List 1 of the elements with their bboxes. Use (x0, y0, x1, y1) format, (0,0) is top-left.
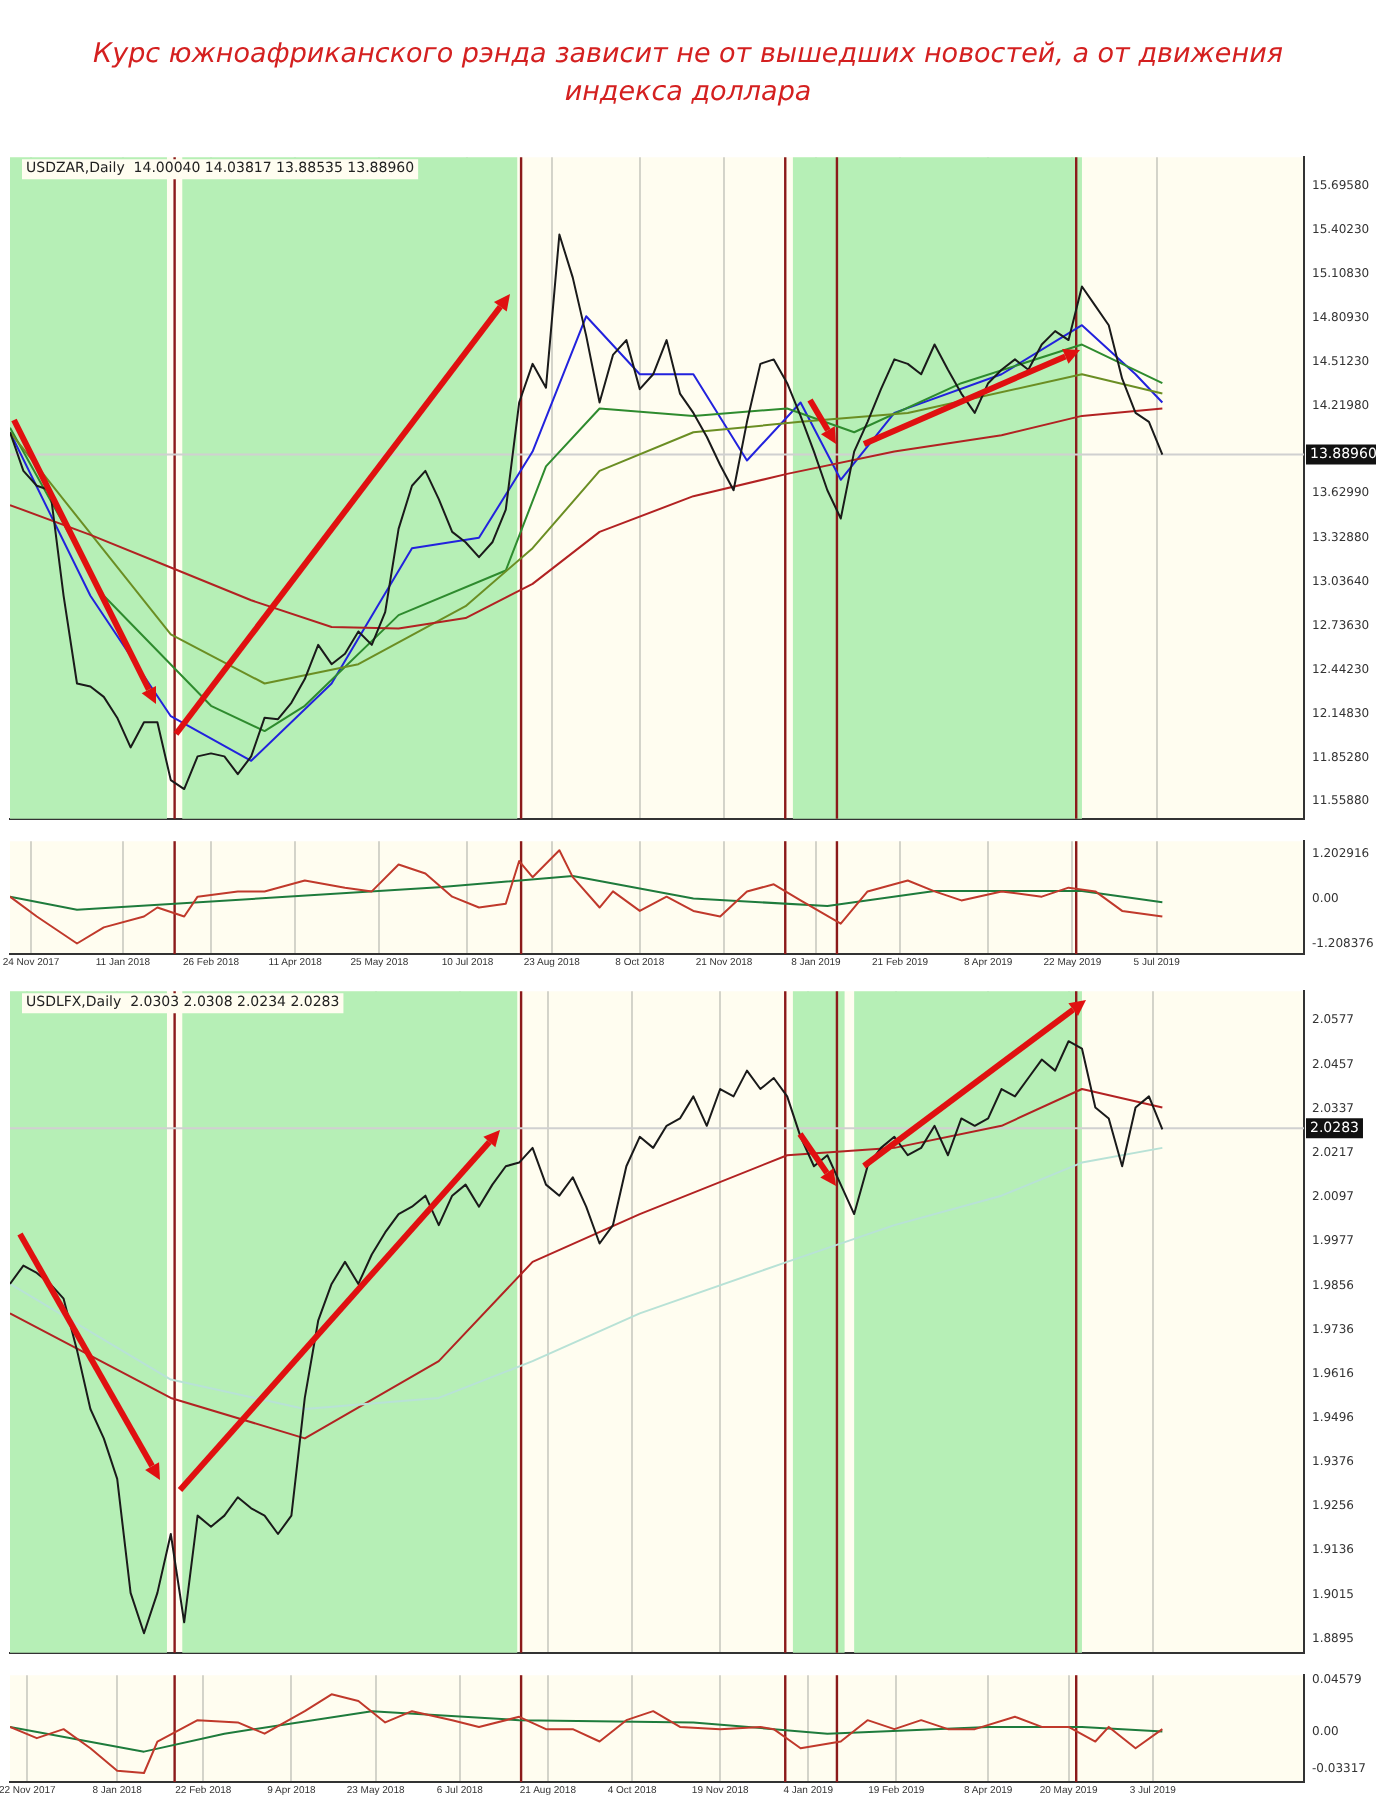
chart-title: Курс южноафриканского рэнда зависит не от вышедших новостей, а от движения индекса доллара (91, 36, 1285, 112)
